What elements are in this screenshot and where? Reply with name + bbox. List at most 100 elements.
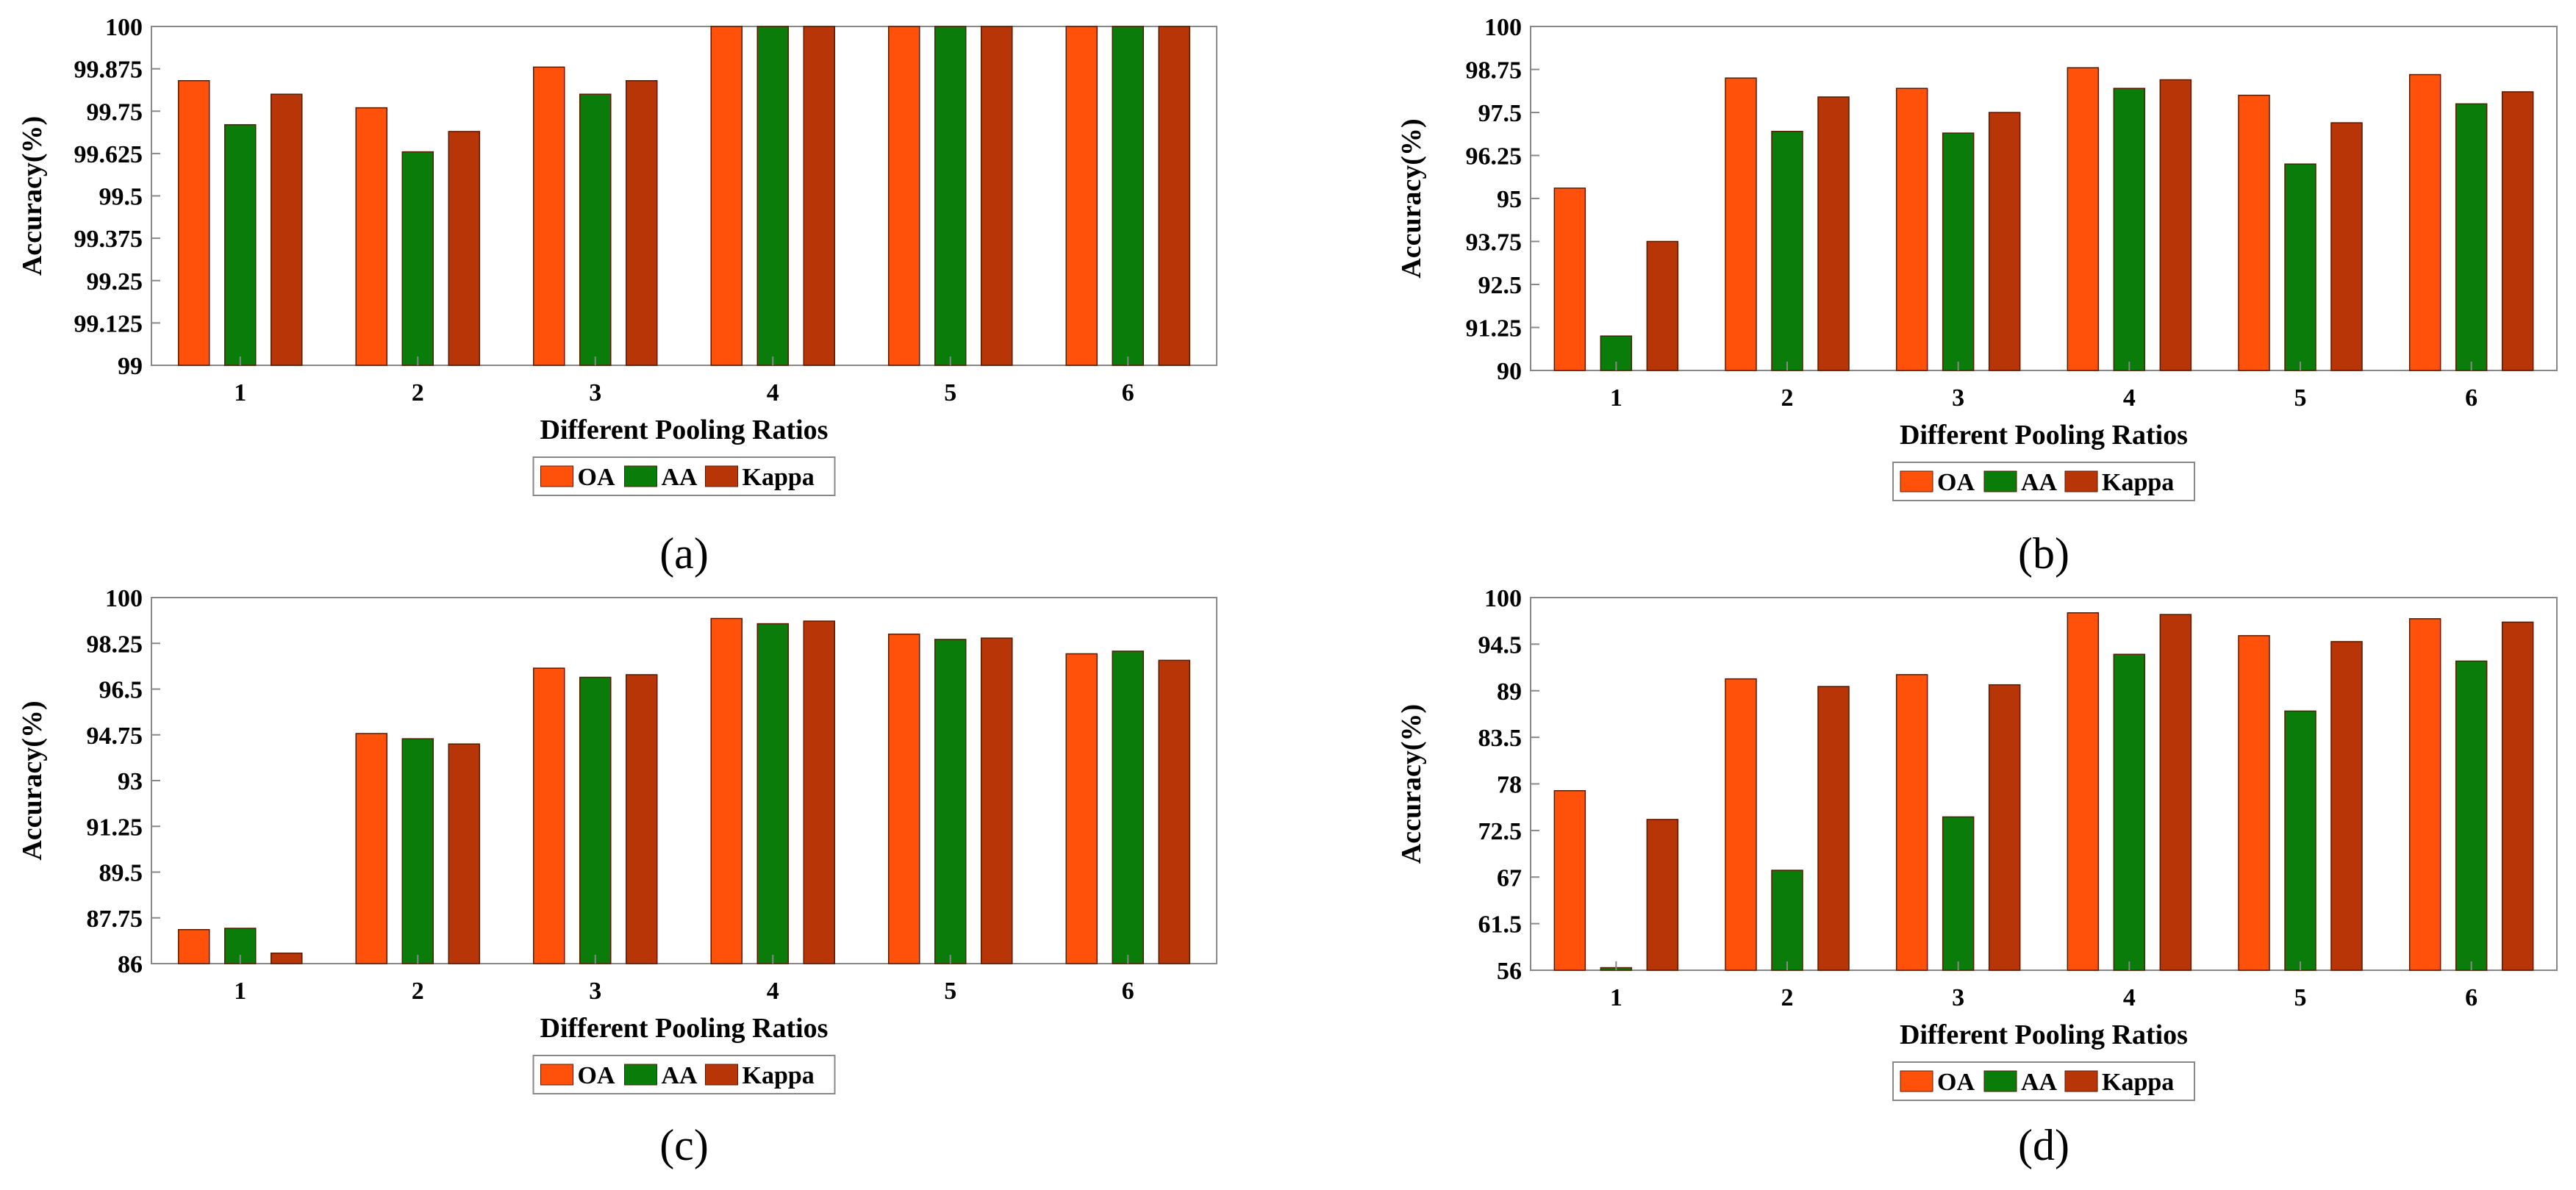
x-tick-label: 5 [944, 379, 956, 406]
chart-panel-c: 86 87.75 89.5 91.25 93 94.75 96.5 98.25 100 1 2 3 4 5… [17, 585, 1217, 1169]
panel-caption: (d) [2018, 1121, 2069, 1169]
legend-label-kappa: Kappa [743, 464, 815, 491]
y-tick-label: 98.25 [87, 631, 143, 658]
y-tick-label: 99.5 [99, 184, 143, 211]
legend-box [1892, 462, 2195, 501]
y-tick-label: 95 [1497, 186, 1522, 213]
y-tick-label: 94.75 [87, 723, 143, 750]
bar-kappa-5 [981, 637, 1013, 964]
x-tick-label: 5 [2294, 384, 2307, 412]
y-tick-label: 93 [118, 768, 143, 795]
bar-oa-3 [1895, 87, 1928, 371]
bar-oa-3 [533, 66, 565, 366]
bar-oa-6 [1065, 26, 1098, 366]
bar-oa-5 [888, 26, 920, 366]
y-tick-label: 96.5 [99, 677, 143, 704]
legend-label-oa: OA [1937, 469, 1975, 496]
legend-label-aa: AA [2021, 1069, 2058, 1096]
x-tick-label: 1 [234, 379, 246, 406]
legend-swatch-kappa [705, 1064, 738, 1086]
bar-kappa-3 [1988, 684, 2021, 971]
y-tick-label: 100 [105, 14, 143, 41]
plot-area [1530, 597, 2558, 971]
legend-box [532, 1055, 836, 1094]
y-tick-label: 86 [118, 951, 143, 978]
x-tick-label: 6 [2465, 984, 2477, 1011]
y-tick-label: 99 [118, 353, 143, 380]
legend-box [532, 456, 836, 496]
legend-label-oa: OA [1937, 1069, 1975, 1096]
y-tick-label: 100 [1484, 585, 1522, 612]
x-tick-label: 6 [1122, 978, 1134, 1005]
legend-swatch-kappa [2064, 470, 2098, 492]
x-tick-label: 1 [234, 978, 246, 1005]
bar-oa-5 [2238, 635, 2270, 971]
bar-kappa-1 [1646, 240, 1679, 371]
legend-swatch-oa [1900, 470, 1933, 492]
y-tick-label: 100 [1484, 14, 1522, 41]
bar-kappa-2 [1817, 96, 1850, 371]
y-tick-label: 96.25 [1466, 143, 1523, 171]
x-tick-label: 5 [2294, 984, 2307, 1011]
y-tick-label: 99.125 [74, 310, 143, 337]
bar-oa-6 [1065, 653, 1098, 964]
bar-oa-1 [178, 80, 210, 366]
x-tick-label: 5 [944, 978, 956, 1005]
y-axis-label: Accuracy(%) [1396, 118, 1427, 278]
x-tick-label: 4 [767, 978, 779, 1005]
legend-label-kappa: Kappa [743, 1062, 815, 1089]
bar-kappa-1 [271, 953, 303, 964]
bar-aa-3 [1942, 132, 1975, 371]
bar-oa-4 [2067, 612, 2100, 971]
bar-kappa-4 [2159, 614, 2192, 971]
y-axis-label: Accuracy(%) [17, 700, 48, 860]
bar-aa-6 [2455, 660, 2488, 971]
legend-swatch-aa [624, 465, 657, 487]
bar-kappa-3 [626, 674, 658, 964]
panel-caption: (a) [659, 529, 709, 578]
bar-kappa-2 [448, 131, 480, 366]
x-tick-label: 4 [2123, 984, 2136, 1011]
bar-kappa-2 [448, 743, 480, 964]
bar-aa-5 [2284, 710, 2316, 971]
legend-swatch-oa [540, 1064, 573, 1086]
bar-kappa-5 [2330, 641, 2363, 971]
panel-caption: (c) [659, 1121, 709, 1169]
legend-label-aa: AA [662, 464, 698, 491]
y-tick-label: 97.5 [1478, 100, 1523, 127]
legend: OA AA Kappa [1892, 1061, 2195, 1101]
legend-swatch-oa [540, 465, 573, 487]
y-tick-label: 89.5 [99, 860, 143, 887]
x-axis-label: Different Pooling Ratios [1900, 420, 2188, 451]
y-tick-label: 67 [1497, 864, 1522, 892]
bar-oa-4 [2067, 67, 2100, 371]
bar-oa-4 [710, 26, 743, 366]
legend-box [1892, 1061, 2195, 1101]
bar-kappa-2 [1817, 686, 1850, 971]
bar-oa-1 [178, 929, 210, 964]
panel-caption: (b) [2018, 529, 2069, 578]
y-axis-label: Accuracy(%) [17, 116, 48, 276]
bar-oa-1 [1553, 789, 1586, 971]
y-tick-label: 98.75 [1466, 57, 1523, 85]
bar-aa-5 [934, 26, 967, 366]
bar-oa-5 [888, 634, 920, 964]
bar-kappa-4 [803, 26, 835, 366]
chart-panel-b: 90 91.25 92.5 93.75 95 96.25 97.5 98.75 100 1 2 3 4 5… [1396, 14, 2558, 578]
bar-kappa-4 [2159, 79, 2192, 371]
bar-aa-3 [579, 93, 612, 366]
y-tick-label: 72.5 [1478, 818, 1523, 845]
bar-aa-3 [1942, 816, 1975, 971]
bar-oa-4 [710, 617, 743, 964]
legend: OA AA Kappa [532, 456, 836, 496]
y-tick-label: 61.5 [1478, 911, 1523, 939]
y-tick-label: 91.25 [1466, 315, 1523, 343]
legend-label-oa: OA [578, 1062, 615, 1089]
bar-aa-2 [401, 151, 434, 366]
y-tick-label: 90 [1497, 358, 1522, 385]
bar-oa-3 [533, 667, 565, 964]
plot-area [151, 26, 1217, 366]
bar-kappa-1 [271, 93, 303, 366]
bar-aa-2 [1771, 130, 1803, 371]
